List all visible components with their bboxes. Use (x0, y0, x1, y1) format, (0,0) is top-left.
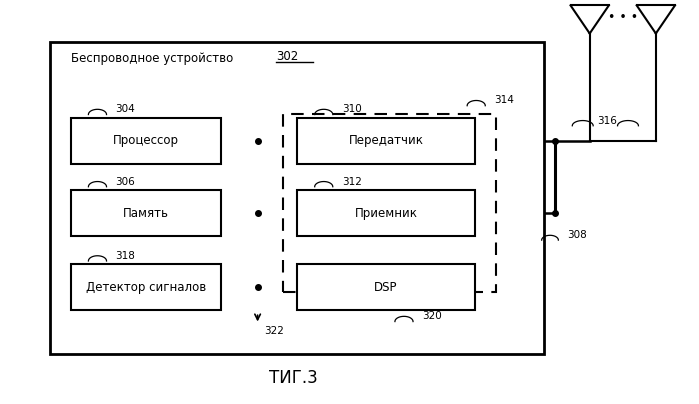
Text: 306: 306 (115, 177, 136, 187)
Text: 314: 314 (494, 95, 514, 105)
Text: 318: 318 (115, 251, 136, 261)
Text: 320: 320 (422, 311, 442, 321)
Text: 304: 304 (115, 104, 136, 114)
Text: • • •: • • • (607, 11, 637, 24)
Text: 316: 316 (597, 116, 617, 126)
Text: 322: 322 (264, 326, 284, 337)
Text: 308: 308 (567, 230, 586, 240)
Text: Детектор сигналов: Детектор сигналов (86, 281, 206, 294)
Bar (71, 190, 221, 236)
Text: 310: 310 (342, 104, 361, 114)
Bar (283, 114, 496, 292)
Text: Беспроводное устройство: Беспроводное устройство (71, 52, 233, 65)
Text: 312: 312 (342, 177, 361, 187)
Bar (71, 118, 221, 164)
Bar (297, 190, 475, 236)
Text: Память: Память (123, 206, 169, 219)
Text: Процессор: Процессор (113, 134, 179, 147)
Bar (71, 264, 221, 310)
Bar (297, 118, 475, 164)
Bar (50, 42, 545, 354)
Text: Приемник: Приемник (354, 206, 417, 219)
Text: 302: 302 (276, 50, 298, 63)
Bar (297, 264, 475, 310)
Text: ΤИГ.3: ΤИГ.3 (269, 368, 318, 387)
Text: DSP: DSP (374, 281, 398, 294)
Text: Передатчик: Передатчик (349, 134, 424, 147)
